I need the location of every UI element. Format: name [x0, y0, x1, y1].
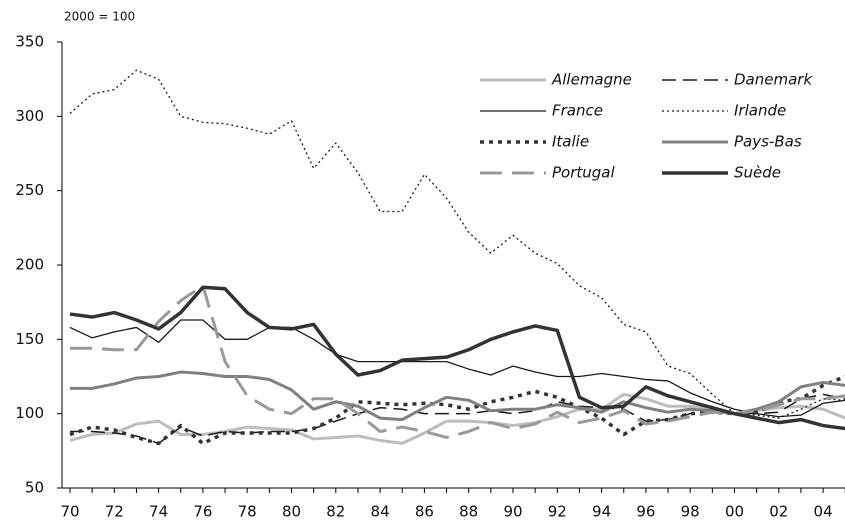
y-tick-label: 350 — [15, 33, 44, 51]
x-tick-label: 86 — [415, 503, 434, 521]
x-tick-label: 04 — [814, 503, 833, 521]
x-tick-label: 72 — [105, 503, 124, 521]
series-line — [69, 319, 845, 418]
series-line — [69, 69, 845, 419]
y-tick-label: 200 — [15, 256, 44, 274]
series-line — [69, 374, 845, 446]
series-line — [69, 285, 845, 431]
x-tick-label: 96 — [636, 503, 655, 521]
legend-label: Italie — [552, 133, 589, 151]
y-tick-label: 100 — [15, 404, 44, 422]
series-line — [69, 392, 845, 445]
x-tick-label: 92 — [548, 503, 567, 521]
x-tick-label: 02 — [769, 503, 788, 521]
legend-label: Suède — [734, 164, 781, 182]
y-tick-label: 250 — [15, 181, 44, 199]
legend-label: Pays-Bas — [734, 133, 802, 151]
x-tick-label: 80 — [282, 503, 301, 521]
series-line — [70, 284, 845, 439]
chart-subtitle: 2000 = 100 — [64, 10, 135, 24]
x-tick-label: 94 — [592, 503, 611, 521]
legend-label: France — [552, 102, 603, 120]
y-tick-label: 150 — [15, 330, 44, 348]
x-tick-label: 70 — [60, 503, 79, 521]
legend-label: Irlande — [734, 102, 786, 120]
legend-label: Allemagne — [551, 71, 632, 89]
x-tick-label: 78 — [238, 503, 257, 521]
x-tick-label: 74 — [149, 503, 168, 521]
legend-label: Danemark — [734, 71, 813, 89]
y-tick-label: 50 — [25, 479, 44, 497]
series-line — [70, 393, 845, 445]
legend-label: Portugal — [552, 164, 615, 182]
x-tick-label: 00 — [725, 503, 744, 521]
x-tick-label: 90 — [503, 503, 522, 521]
x-tick-label: 76 — [193, 503, 212, 521]
x-tick-label: 84 — [371, 503, 390, 521]
x-tick-label: 82 — [326, 503, 345, 521]
y-tick-label: 300 — [15, 107, 44, 125]
x-tick-label: 88 — [459, 503, 478, 521]
x-tick-label: 98 — [681, 503, 700, 521]
